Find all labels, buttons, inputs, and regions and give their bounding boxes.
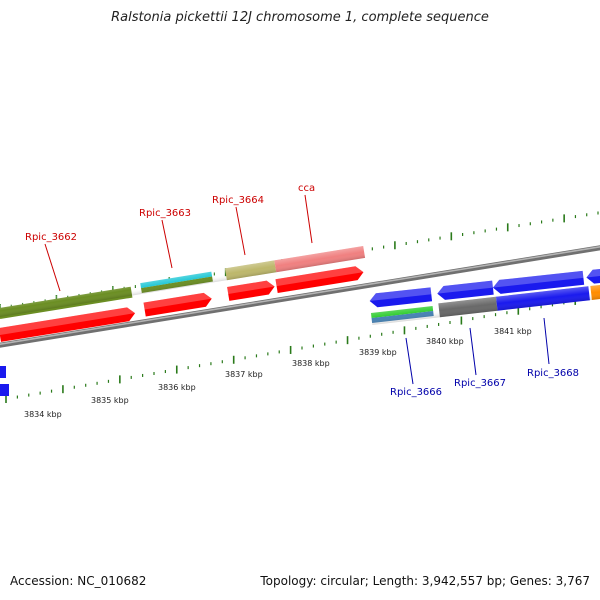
tick-label: 3838 kbp	[292, 359, 330, 368]
gene-label-rpic-3668[interactable]: Rpic_3668	[527, 368, 579, 379]
tick-label: 3835 kbp	[91, 396, 129, 405]
chromosome-backbone-highlight	[0, 246, 600, 345]
gene-arrow-rpic-3662[interactable]	[0, 306, 136, 342]
tick-label: 3834 kbp	[24, 410, 62, 419]
leader-line-rpic-3668	[543, 317, 550, 365]
gene-label-rpic-3664[interactable]: Rpic_3664	[212, 195, 264, 206]
gene-label-cca[interactable]: cca	[298, 183, 315, 194]
gene-arrow-rpic-3666[interactable]	[369, 287, 433, 308]
forward-cds-track	[0, 265, 364, 342]
tick-label: 3836 kbp	[158, 383, 196, 392]
gene-arrow-rpic-3667[interactable]	[437, 280, 494, 301]
reverse-cog-track	[370, 283, 600, 325]
tick-label: 3839 kbp	[359, 348, 397, 357]
lower-tick-track	[5, 295, 599, 403]
topology-summary: Topology: circular; Length: 3,942,557 bp…	[260, 574, 590, 588]
gene-arrow-next[interactable]	[586, 268, 600, 284]
leader-line-rpic-3664	[235, 206, 246, 256]
gene-arrow-cca[interactable]	[275, 265, 364, 294]
leader-line-rpic-3662	[44, 243, 61, 292]
tick-label: 3837 kbp	[225, 370, 263, 379]
forward-cog-track	[0, 246, 366, 319]
chromosome-backbone	[0, 245, 600, 348]
tick-label: 3841 kbp	[494, 327, 532, 336]
accession-text: Accession: NC_010682	[10, 574, 147, 588]
gene-bar-left-edge-1[interactable]	[0, 366, 6, 378]
gene-label-rpic-3667[interactable]: Rpic_3667	[454, 378, 506, 389]
tick-label: 3840 kbp	[426, 337, 464, 346]
gene-bar-left-edge-2[interactable]	[0, 384, 9, 396]
gene-arrow-rpic-3664[interactable]	[227, 280, 276, 301]
leader-line-rpic-3667	[469, 327, 477, 376]
leader-line-rpic-3663	[161, 219, 173, 269]
gene-labels: Rpic_3662 Rpic_3663 Rpic_3664 cca Rpic_3666 R…	[25, 183, 579, 398]
leader-line-rpic-3666	[405, 337, 414, 385]
gene-label-rpic-3663[interactable]: Rpic_3663	[139, 208, 191, 219]
map-title: Ralstonia pickettii 12J chromosome 1, co…	[111, 10, 489, 25]
gene-arrow-rpic-3668[interactable]	[492, 270, 585, 295]
gene-arrow-rpic-3663[interactable]	[143, 292, 213, 317]
leader-line-cca	[304, 194, 313, 244]
gene-label-rpic-3666[interactable]: Rpic_3666	[390, 387, 442, 398]
tick-labels: 3834 kbp 3835 kbp 3836 kbp 3837 kbp 3838 kbp…	[24, 327, 532, 419]
reverse-cds-track	[369, 268, 600, 308]
gene-label-rpic-3662[interactable]: Rpic_3662	[25, 232, 77, 243]
